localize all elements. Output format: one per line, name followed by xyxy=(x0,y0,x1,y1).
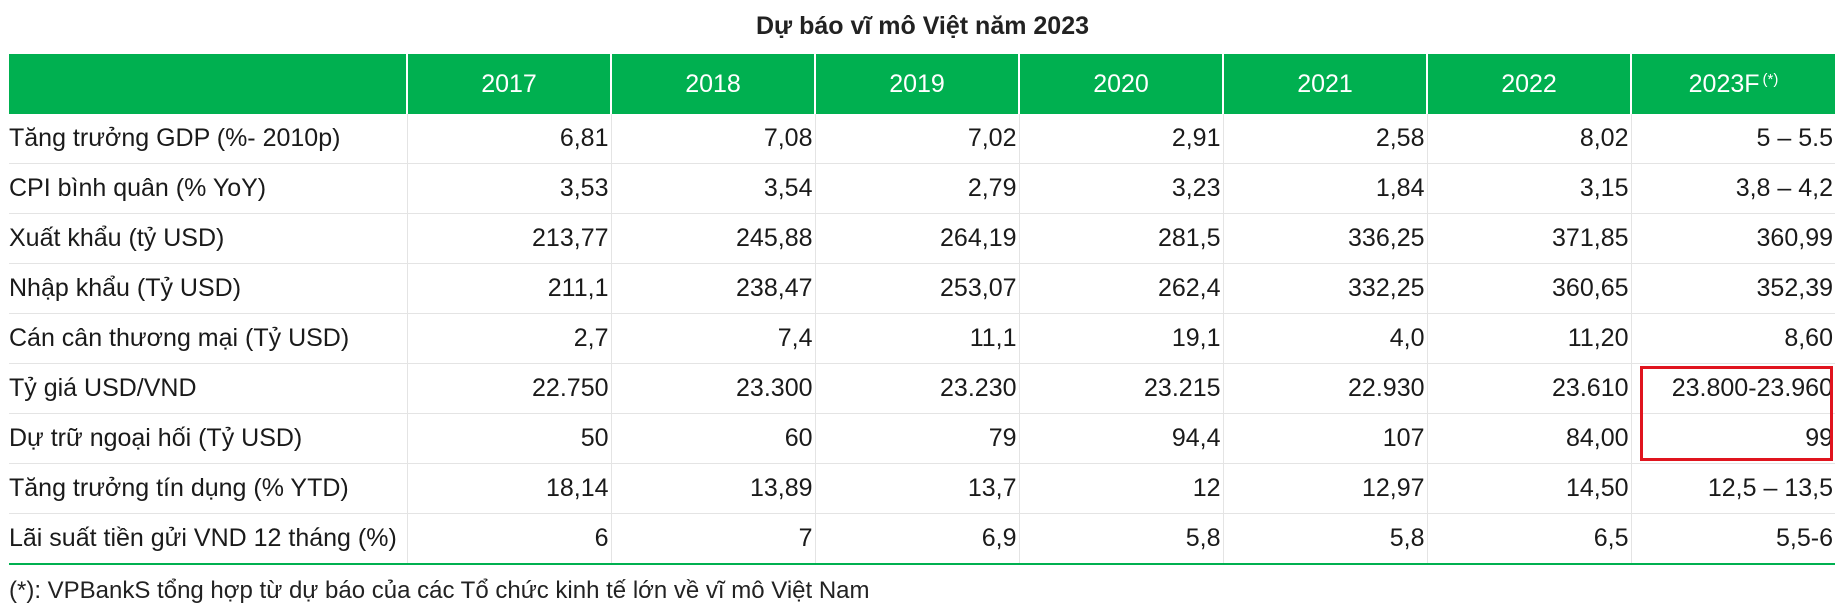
table-title: Dự báo vĩ mô Việt năm 2023 xyxy=(755,12,1090,40)
row-label: Tăng trưởng GDP (%- 2010p) xyxy=(9,114,408,164)
table-body: Tăng trưởng GDP (%- 2010p) 6,81 7,08 7,02 2,… xyxy=(9,114,1835,565)
value-cell: 262,4 xyxy=(1019,263,1224,314)
value-cell: 238,47 xyxy=(611,263,816,314)
value-cell: 22.750 xyxy=(407,363,612,414)
value-cell: 371,85 xyxy=(1427,213,1632,264)
row-label: Dự trữ ngoại hối (Tỷ USD) xyxy=(9,413,408,464)
value-cell: 8,02 xyxy=(1427,114,1632,164)
value-cell: 352,39 xyxy=(1631,263,1835,314)
value-cell: 2,91 xyxy=(1019,114,1224,164)
header-row: 2017 2018 2019 2020 2021 2022 2023F (*) xyxy=(9,54,1835,114)
header-cell-2023f: 2023F (*) xyxy=(1631,54,1835,114)
value-cell: 360,65 xyxy=(1427,263,1632,314)
header-cell-2020: 2020 xyxy=(1019,54,1224,114)
value-cell: 6,9 xyxy=(815,513,1020,565)
row-label: Tăng trưởng tín dụng (% YTD) xyxy=(9,463,408,514)
value-cell: 5,8 xyxy=(1223,513,1428,565)
value-cell: 79 xyxy=(815,413,1020,464)
value-cell: 23.300 xyxy=(611,363,816,414)
value-cell: 23.230 xyxy=(815,363,1020,414)
value-cell: 6,5 xyxy=(1427,513,1632,565)
forecast-marker: (*) xyxy=(1762,70,1779,88)
value-cell: 4,0 xyxy=(1223,313,1428,364)
value-cell: 2,58 xyxy=(1223,114,1428,164)
header-cell-label xyxy=(9,54,408,114)
header-cell-2019: 2019 xyxy=(815,54,1020,114)
table-row: Tăng trưởng tín dụng (% YTD) 18,14 13,89 13… xyxy=(9,463,1835,514)
value-cell: 11,1 xyxy=(815,313,1020,364)
value-cell: 14,50 xyxy=(1427,463,1632,514)
value-cell: 5,8 xyxy=(1019,513,1224,565)
value-cell: 245,88 xyxy=(611,213,816,264)
value-cell: 7,08 xyxy=(611,114,816,164)
value-cell: 3,15 xyxy=(1427,163,1632,214)
value-cell: 360,99 xyxy=(1631,213,1835,264)
row-label: Tỷ giá USD/VND xyxy=(9,363,408,414)
value-cell: 107 xyxy=(1223,413,1428,464)
table-row: Cán cân thương mại (Tỷ USD) 2,7 7,4 11,1 19,… xyxy=(9,313,1835,364)
value-cell: 18,14 xyxy=(407,463,612,514)
value-cell: 281,5 xyxy=(1019,213,1224,264)
header-cell-2017: 2017 xyxy=(407,54,612,114)
value-cell: 2,7 xyxy=(407,313,612,364)
table-row: Tỷ giá USD/VND 22.750 23.300 23.230 23.215 22… xyxy=(9,363,1835,414)
table-row: Tăng trưởng GDP (%- 2010p) 6,81 7,08 7,02 2,… xyxy=(9,114,1835,164)
value-cell: 84,00 xyxy=(1427,413,1632,464)
row-label: CPI bình quân (% YoY) xyxy=(9,163,408,214)
footnote: (*): VPBankS tổng hợp từ dự báo của các … xyxy=(9,577,870,604)
value-cell: 3,54 xyxy=(611,163,816,214)
row-label: Lãi suất tiền gửi VND 12 tháng (%) xyxy=(9,513,408,565)
header-2023f-label: 2023F xyxy=(1688,69,1760,98)
value-cell: 3,23 xyxy=(1019,163,1224,214)
value-cell: 23.215 xyxy=(1019,363,1224,414)
value-cell: 23.800-23.960 xyxy=(1631,363,1835,414)
table-row: Dự trữ ngoại hối (Tỷ USD) 50 60 79 94,4 107 84… xyxy=(9,413,1835,464)
value-cell: 5 – 5.5 xyxy=(1631,114,1835,164)
value-cell: 99 xyxy=(1631,413,1835,464)
value-cell: 264,19 xyxy=(815,213,1020,264)
value-cell: 8,60 xyxy=(1631,313,1835,364)
value-cell: 6,81 xyxy=(407,114,612,164)
table-row: Nhập khẩu (Tỷ USD) 211,1 238,47 253,07 262,4… xyxy=(9,263,1835,314)
value-cell: 11,20 xyxy=(1427,313,1632,364)
value-cell: 3,8 – 4,2 xyxy=(1631,163,1835,214)
header-cell-2018: 2018 xyxy=(611,54,816,114)
value-cell: 13,7 xyxy=(815,463,1020,514)
value-cell: 22.930 xyxy=(1223,363,1428,414)
value-cell: 94,4 xyxy=(1019,413,1224,464)
macro-forecast-table: 2017 2018 2019 2020 2021 2022 2023F (*) T… xyxy=(9,54,1835,565)
value-cell: 12 xyxy=(1019,463,1224,514)
value-cell: 50 xyxy=(407,413,612,464)
value-cell: 332,25 xyxy=(1223,263,1428,314)
row-label: Cán cân thương mại (Tỷ USD) xyxy=(9,313,408,364)
header-cell-2021: 2021 xyxy=(1223,54,1428,114)
value-cell: 3,53 xyxy=(407,163,612,214)
header-cell-2022: 2022 xyxy=(1427,54,1632,114)
value-cell: 2,79 xyxy=(815,163,1020,214)
value-cell: 23.610 xyxy=(1427,363,1632,414)
value-cell: 12,97 xyxy=(1223,463,1428,514)
value-cell: 336,25 xyxy=(1223,213,1428,264)
value-cell: 253,07 xyxy=(815,263,1020,314)
value-cell: 13,89 xyxy=(611,463,816,514)
value-cell: 60 xyxy=(611,413,816,464)
value-cell: 7 xyxy=(611,513,816,565)
table-row: CPI bình quân (% YoY) 3,53 3,54 2,79 3,23 1,8… xyxy=(9,163,1835,214)
row-label: Nhập khẩu (Tỷ USD) xyxy=(9,263,408,314)
value-cell: 213,77 xyxy=(407,213,612,264)
value-cell: 6 xyxy=(407,513,612,565)
value-cell: 7,02 xyxy=(815,114,1020,164)
table-row: Xuất khẩu (tỷ USD) 213,77 245,88 264,19 281,… xyxy=(9,213,1835,264)
value-cell: 7,4 xyxy=(611,313,816,364)
table-row: Lãi suất tiền gửi VND 12 tháng (%) 6 7 6,9 5… xyxy=(9,513,1835,565)
value-cell: 1,84 xyxy=(1223,163,1428,214)
value-cell: 211,1 xyxy=(407,263,612,314)
value-cell: 5,5-6 xyxy=(1631,513,1835,565)
row-label: Xuất khẩu (tỷ USD) xyxy=(9,213,408,264)
value-cell: 19,1 xyxy=(1019,313,1224,364)
value-cell: 12,5 – 13,5 xyxy=(1631,463,1835,514)
